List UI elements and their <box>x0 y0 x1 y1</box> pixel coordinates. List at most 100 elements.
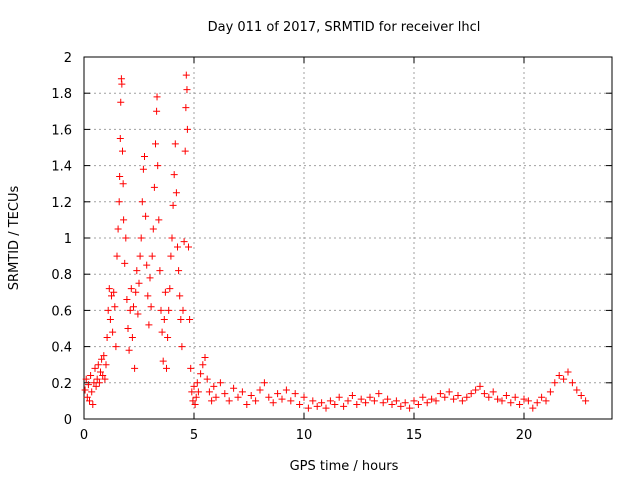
data-point <box>124 325 132 332</box>
data-point <box>340 402 348 410</box>
y-tick-label: 1.2 <box>51 196 72 211</box>
data-point <box>190 382 198 390</box>
data-point <box>300 393 308 401</box>
data-point <box>160 315 168 323</box>
data-point <box>135 279 143 287</box>
data-point <box>480 390 488 398</box>
y-tick-label: 0.8 <box>51 268 72 283</box>
data-point <box>230 384 238 392</box>
data-point <box>163 364 170 372</box>
data-point <box>136 252 144 260</box>
data-point <box>564 368 572 376</box>
data-point <box>153 93 161 101</box>
data-point <box>392 397 400 405</box>
data-point <box>318 399 326 407</box>
data-point <box>127 285 135 293</box>
data-point <box>366 393 374 401</box>
data-point <box>101 375 109 383</box>
data-point <box>185 243 192 251</box>
data-point <box>489 388 497 396</box>
data-point <box>98 355 106 363</box>
axis-ticks: 0 5 10 15 20 0 0.2 0.4 0.6 0.8 1 1.2 1.4 1.6 1.8 2 <box>51 51 612 443</box>
data-point <box>130 303 137 311</box>
data-point <box>93 375 101 383</box>
y-tick-label: 0.6 <box>51 304 72 319</box>
data-point <box>199 361 207 369</box>
data-point <box>401 399 409 407</box>
data-point <box>252 397 260 405</box>
data-point <box>100 352 108 360</box>
data-point <box>103 334 111 342</box>
data-point <box>379 399 387 407</box>
data-point <box>170 171 178 179</box>
grid <box>84 57 612 419</box>
data-point <box>121 259 129 267</box>
data-point <box>560 375 568 383</box>
data-point <box>322 404 330 412</box>
data-point <box>82 375 90 383</box>
data-point <box>110 288 118 296</box>
data-point <box>119 147 126 155</box>
data-point <box>326 397 334 405</box>
y-tick-label: 0.4 <box>51 341 72 356</box>
x-tick-label: 10 <box>296 428 313 443</box>
data-point <box>234 393 242 401</box>
y-tick-label: 1.4 <box>51 160 72 175</box>
data-point <box>97 368 104 376</box>
data-point <box>485 393 493 401</box>
data-point <box>201 353 209 361</box>
data-point <box>150 183 158 191</box>
data-point <box>414 401 422 409</box>
data-point <box>177 315 185 323</box>
data-point <box>436 390 444 398</box>
data-point <box>117 98 125 106</box>
data-point <box>116 134 124 142</box>
data-point <box>205 388 213 396</box>
data-point <box>106 315 114 323</box>
data-point <box>494 395 502 403</box>
data-point <box>278 395 286 403</box>
data-point <box>406 404 414 412</box>
data-point <box>423 399 431 407</box>
data-point <box>362 399 370 407</box>
data-point <box>104 306 112 314</box>
data-point <box>88 388 96 396</box>
data-point <box>357 395 365 403</box>
data-point <box>115 198 123 206</box>
data-point <box>520 395 528 403</box>
data-point <box>472 386 480 394</box>
data-point <box>178 343 186 351</box>
data-point <box>91 364 99 372</box>
data-point <box>353 401 361 409</box>
data-point <box>577 391 585 399</box>
data-point <box>304 404 312 412</box>
data-point <box>551 379 559 387</box>
data-point <box>183 125 191 133</box>
data-point <box>555 372 563 380</box>
data-point <box>194 388 202 396</box>
data-point <box>159 357 167 365</box>
data-point <box>507 399 515 407</box>
data-point <box>84 381 92 389</box>
data-point <box>134 310 142 318</box>
data-point <box>388 401 396 409</box>
data-point <box>538 393 546 401</box>
data-point <box>111 303 119 311</box>
data-point <box>87 372 95 380</box>
data-point <box>81 386 89 394</box>
data-point <box>99 372 107 380</box>
data-point <box>94 361 102 369</box>
data-point <box>192 393 200 401</box>
data-point <box>86 397 93 405</box>
data-point <box>141 153 148 161</box>
data-point <box>128 334 136 342</box>
data-point <box>149 225 157 233</box>
data-point <box>126 306 134 314</box>
y-tick-label: 1 <box>64 232 72 247</box>
data-point <box>119 180 127 188</box>
data-point <box>309 397 317 405</box>
chart-title: Day 011 of 2017, SRMTID for receiver lhc… <box>208 20 481 35</box>
data-point <box>147 303 155 311</box>
